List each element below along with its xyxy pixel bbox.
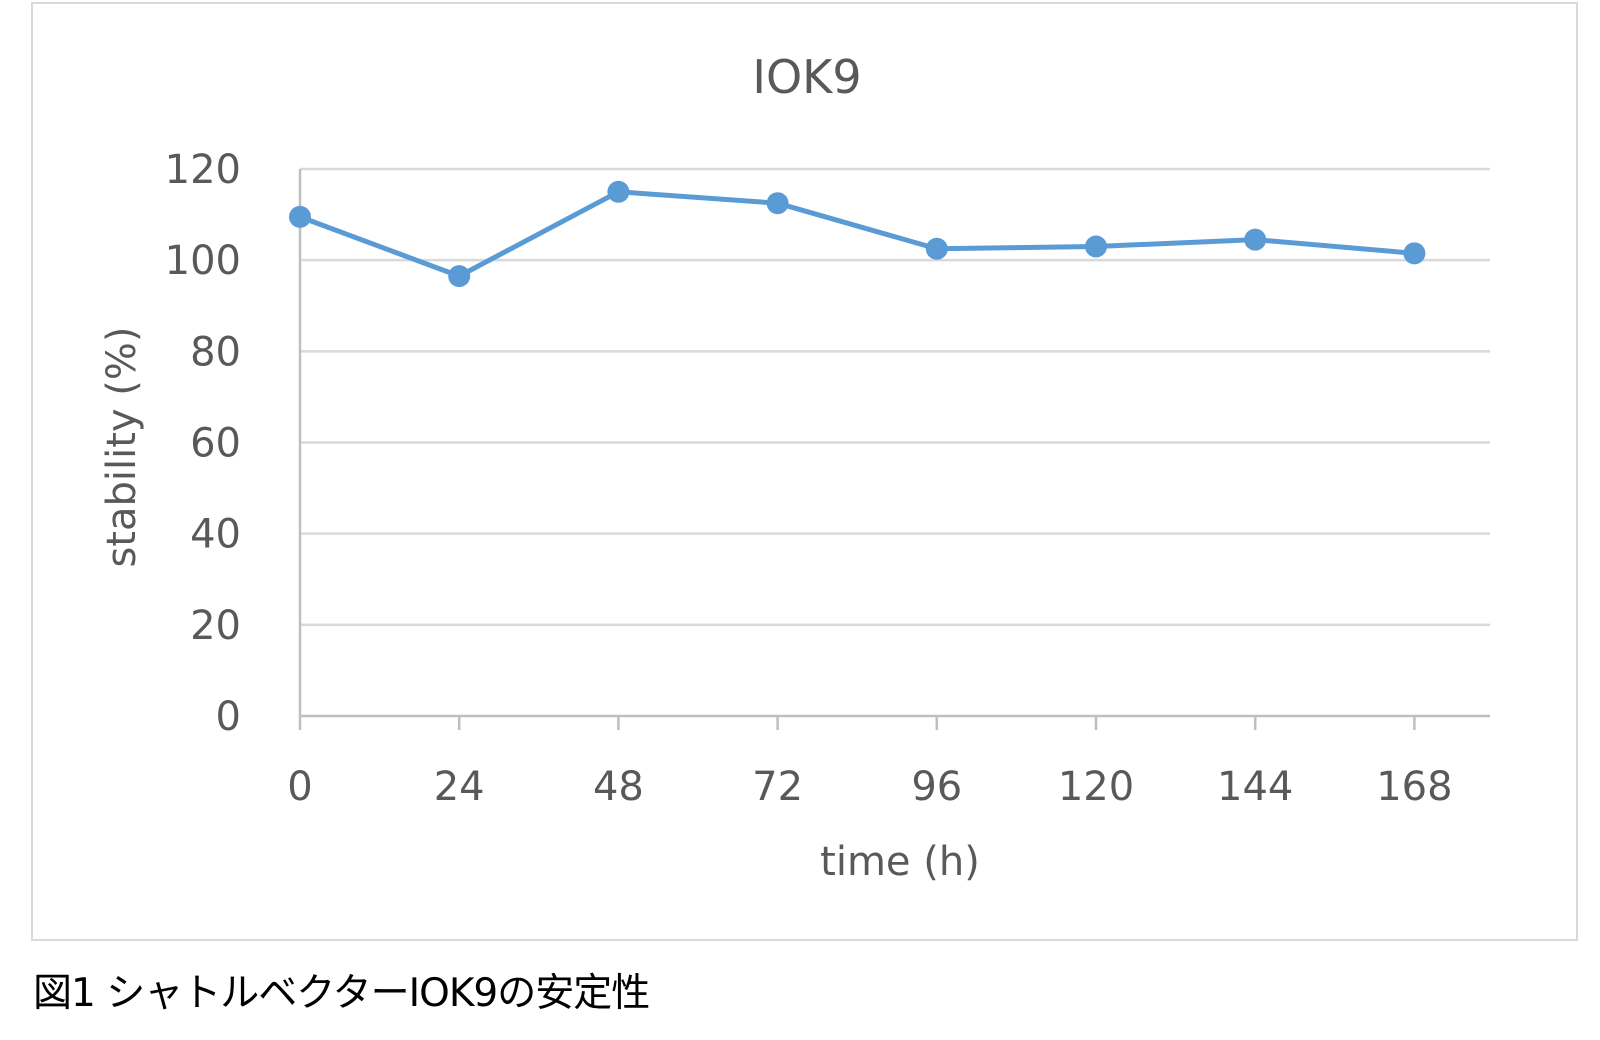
data-point-48	[607, 180, 630, 203]
gridlines	[300, 167, 1490, 627]
y-tick-label-80: 80	[190, 329, 241, 375]
x-tick-labels: 0 24 48 72 96 120 144 168	[287, 764, 1452, 810]
data-point-24	[448, 265, 471, 288]
x-tick-label-120: 120	[1058, 764, 1134, 810]
x-axis-title: time (h)	[820, 839, 980, 885]
data-point-96	[925, 237, 948, 260]
x-tick-label-72: 72	[752, 764, 803, 810]
data-point-0	[289, 205, 311, 228]
x-tick-label-144: 144	[1217, 764, 1293, 810]
y-tick-label-40: 40	[190, 512, 241, 558]
series	[289, 180, 1426, 288]
data-point-72	[766, 192, 789, 215]
y-tick-label-120: 120	[165, 147, 241, 193]
y-tick-labels: 0 20 40 60 80 100 120	[165, 147, 241, 740]
data-point-120	[1085, 235, 1107, 258]
y-tick-label-60: 60	[190, 421, 241, 467]
series-line-0	[299, 189, 1415, 279]
y-tick-label-100: 100	[165, 238, 241, 284]
data-point-144	[1244, 228, 1267, 251]
x-tick-label-0: 0	[287, 764, 312, 810]
y-axis-title: stability (%)	[99, 326, 145, 567]
x-tick-label-48: 48	[593, 764, 644, 810]
x-tick-label-168: 168	[1376, 764, 1452, 810]
figure-caption: 図1 シャトルベクターIOK9の安定性	[33, 971, 650, 1016]
chart-title: IOK9	[752, 50, 861, 104]
x-tick-label-96: 96	[911, 764, 962, 810]
chart-frame	[31, 2, 1578, 941]
y-tick-label-20: 20	[190, 603, 241, 649]
data-point-168	[1403, 242, 1426, 265]
x-tick-label-24: 24	[434, 764, 485, 810]
y-tick-label-0: 0	[216, 694, 241, 740]
axes	[298, 169, 1490, 730]
